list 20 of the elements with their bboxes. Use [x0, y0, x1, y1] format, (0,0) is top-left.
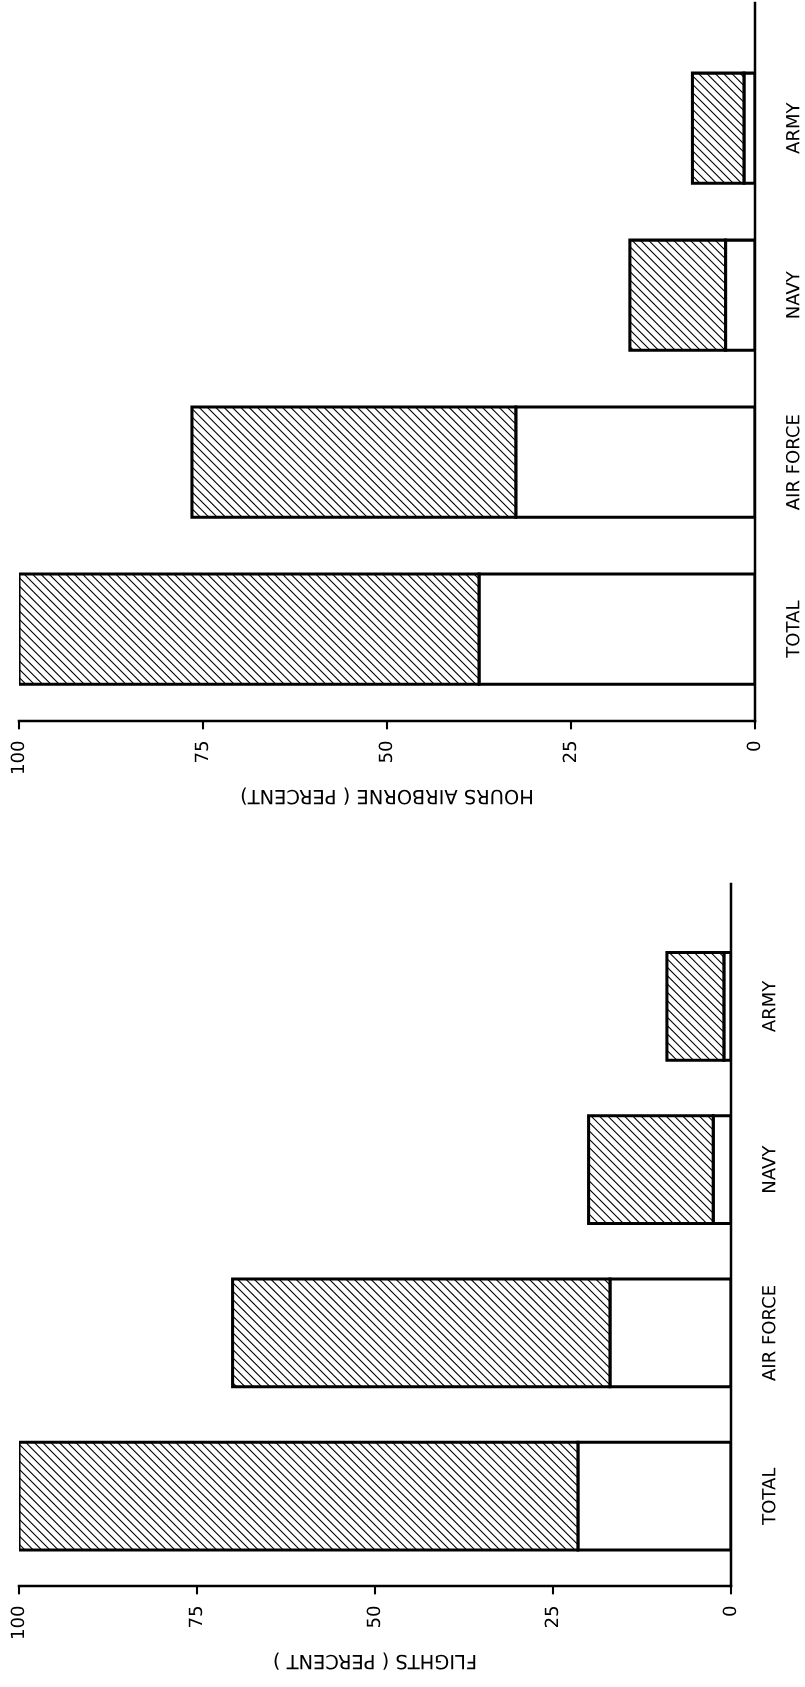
x-tick-label: 0: [746, 741, 761, 751]
y-tick-label: ARMY: [762, 980, 776, 1033]
x-axis-title: FLIGHTS ( PERCENT ): [274, 1652, 476, 1670]
x-tick-label: 100: [10, 1606, 25, 1638]
y-tick-label: AIR FORCE: [761, 1286, 776, 1381]
y-tick-label: TOTAL: [761, 1467, 776, 1525]
y-tick-label: NAVY: [786, 271, 800, 318]
y-tick-label: AIR FORCE: [785, 415, 800, 511]
y-tick-label: ARMY: [786, 102, 800, 154]
x-tick-label: 100: [10, 741, 25, 773]
y-tick-label: TOTAL: [785, 600, 800, 658]
x-tick-label: 50: [366, 1606, 381, 1628]
x-tick-label: 50: [378, 741, 393, 763]
x-tick-label: 0: [722, 1606, 737, 1616]
x-tick-label: 75: [188, 1607, 203, 1627]
x-tick-label: 25: [562, 742, 577, 763]
y-tick-label: NAVY: [762, 1145, 776, 1192]
x-tick-label: 25: [544, 1607, 559, 1628]
x-tick-label: 75: [194, 742, 209, 762]
x-axis-title: HOURS AIRBORNE ( PERCENT): [241, 787, 532, 805]
